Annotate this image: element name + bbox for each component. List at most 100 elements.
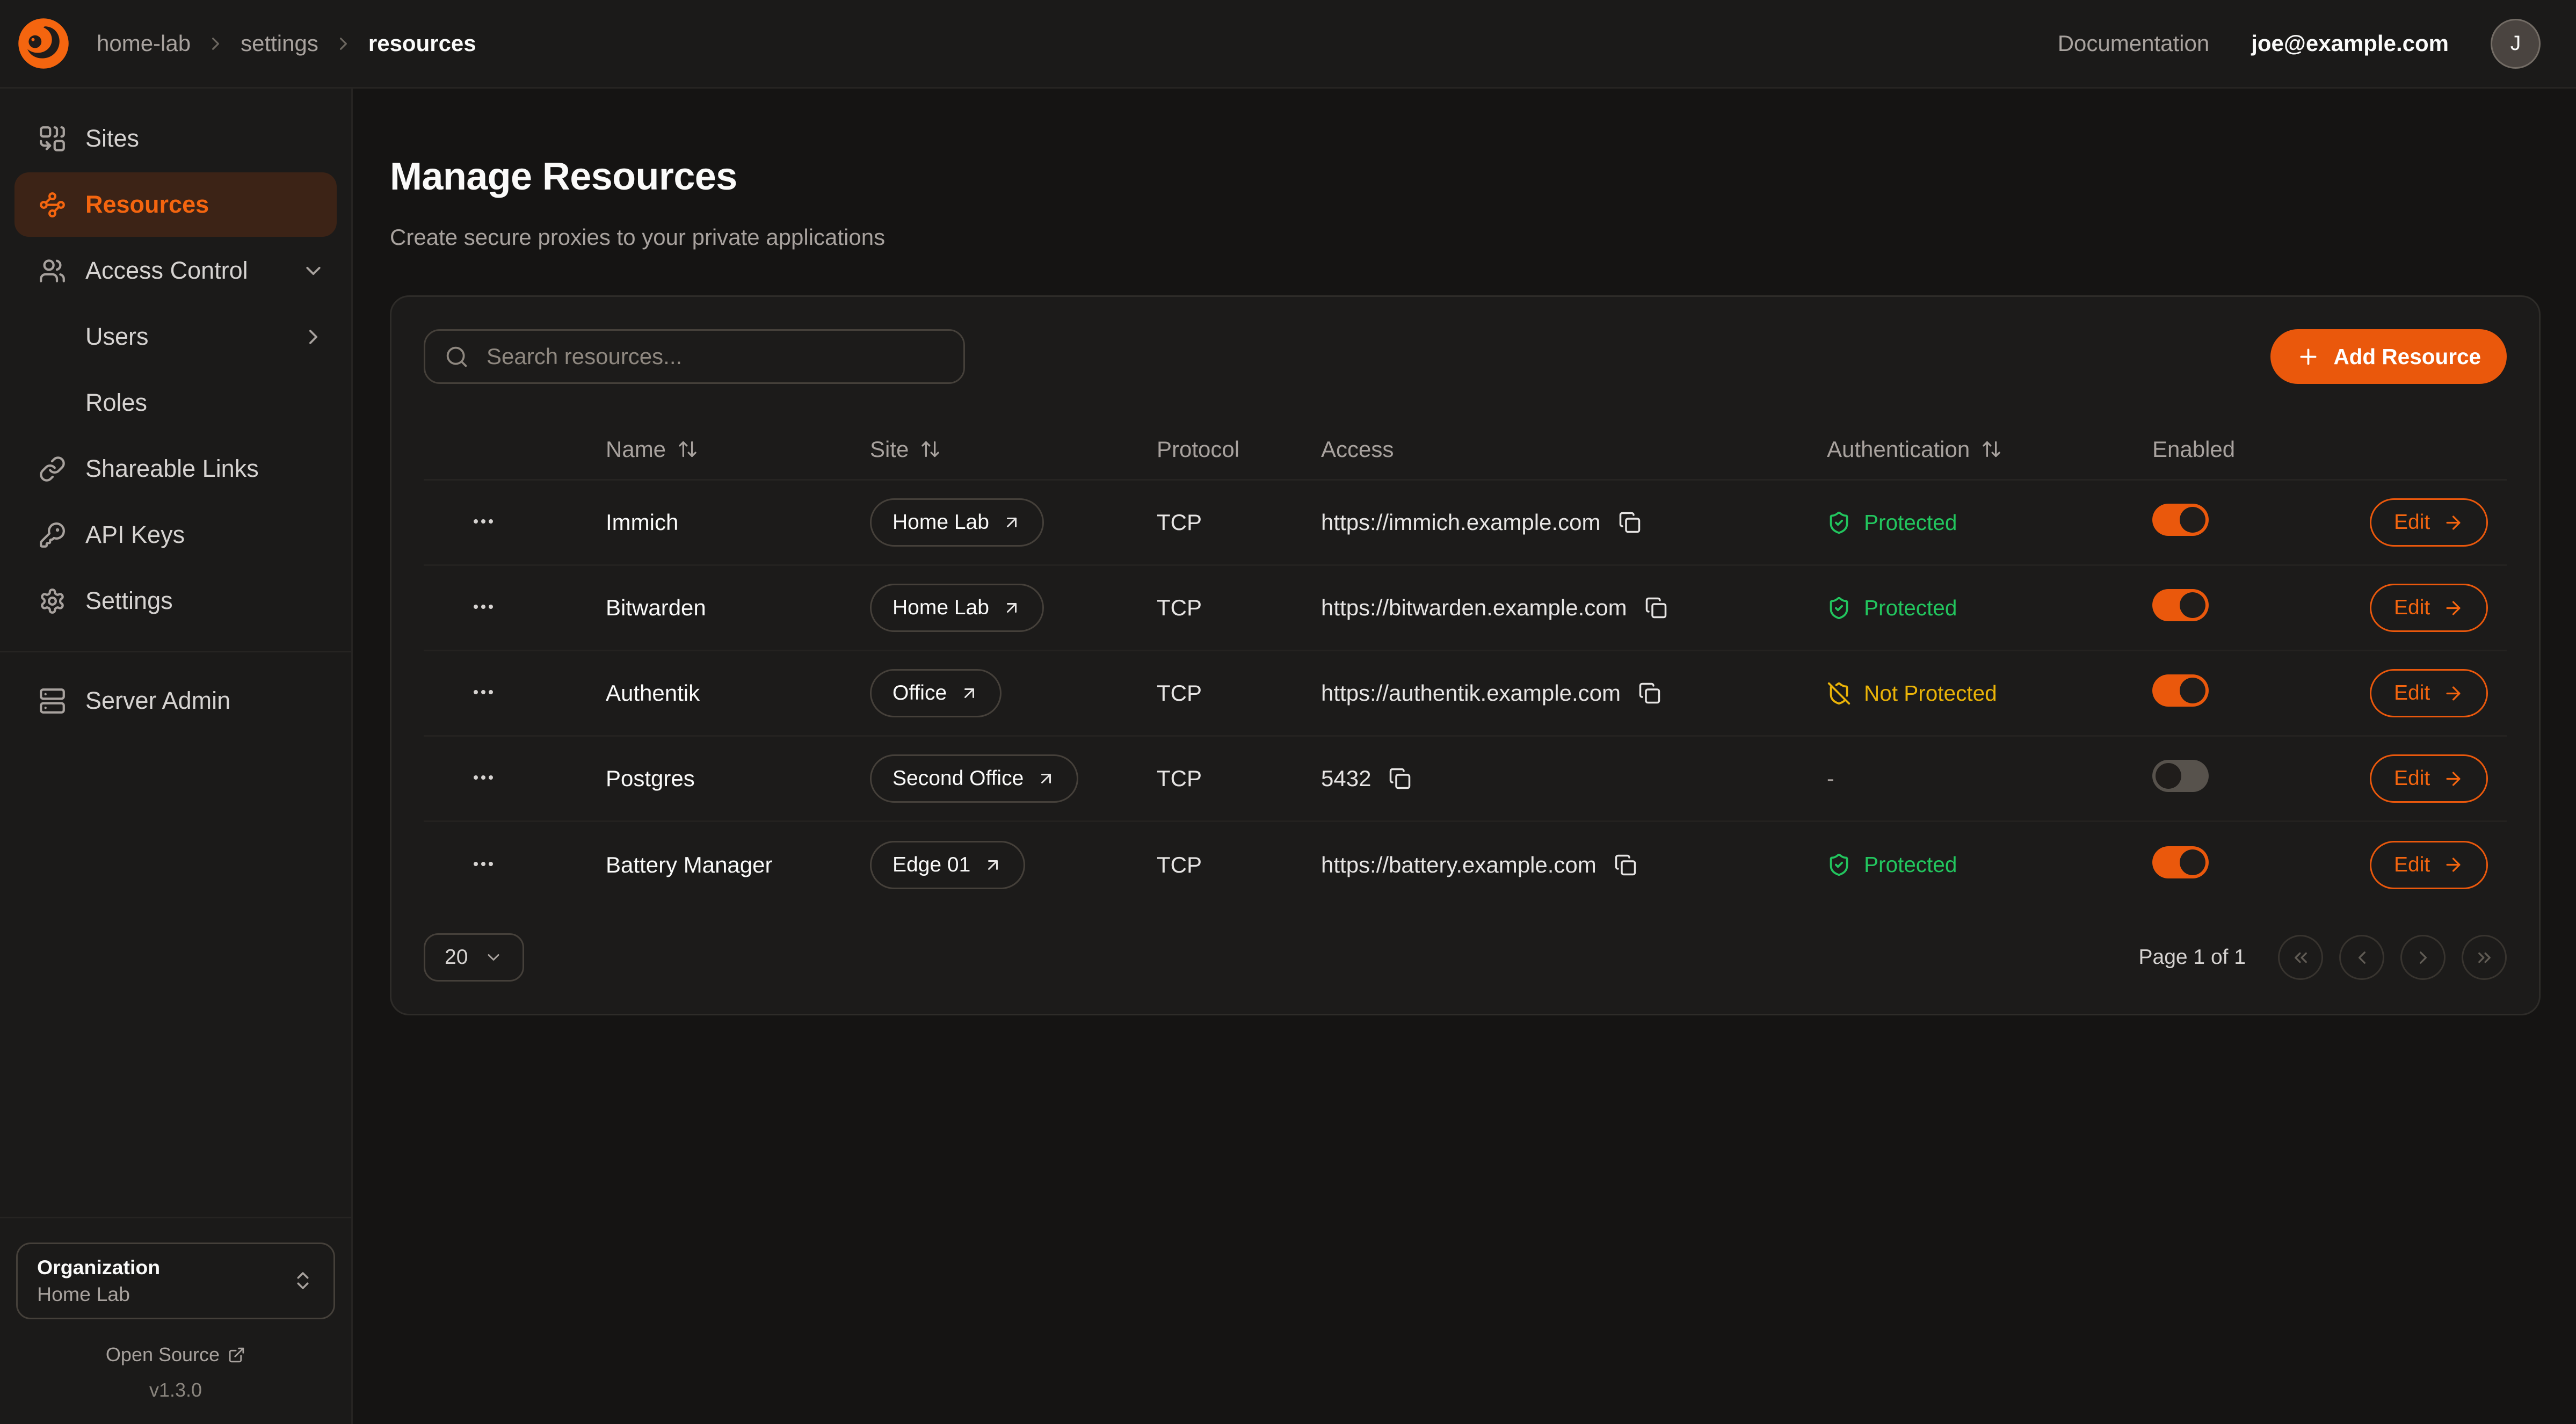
- enabled-toggle[interactable]: [2152, 504, 2209, 536]
- enabled-toggle[interactable]: [2152, 846, 2209, 878]
- site-link[interactable]: Home Lab: [870, 584, 1044, 633]
- ellipsis-icon: [474, 690, 493, 695]
- sidebar-item-label: Shareable Links: [85, 455, 259, 482]
- column-label: Access: [1321, 436, 1394, 462]
- link-icon: [40, 456, 65, 482]
- shield-check-icon: [1830, 597, 1848, 620]
- edit-button[interactable]: Edit: [2370, 754, 2488, 803]
- table-row: Immich Home Lab TCP https://immich.examp…: [424, 481, 2507, 566]
- sidebar-item-shareable-links[interactable]: Shareable Links: [0, 437, 351, 501]
- search-box: [424, 329, 965, 384]
- edit-button[interactable]: Edit: [2370, 584, 2488, 633]
- sidebar-item-settings[interactable]: Settings: [0, 569, 351, 633]
- avatar[interactable]: J: [2491, 18, 2541, 69]
- chevron-right-icon: [339, 37, 347, 50]
- table-row: Postgres Second Office TCP 5432 - Edit: [424, 737, 2507, 823]
- shield-check-icon: [1830, 854, 1848, 876]
- row-menu-button[interactable]: [467, 591, 499, 623]
- protocol-value: TCP: [1157, 680, 1202, 706]
- access-value: https://authentik.example.com: [1321, 680, 1621, 706]
- site-link[interactable]: Edge 01: [870, 840, 1026, 889]
- breadcrumb-current: resources: [368, 31, 476, 56]
- copy-button[interactable]: [1645, 597, 1667, 619]
- column-header-site[interactable]: Site: [870, 437, 1157, 462]
- open-source-link[interactable]: Open Source: [16, 1343, 335, 1366]
- breadcrumb-settings[interactable]: settings: [241, 31, 318, 56]
- row-menu-button[interactable]: [467, 761, 499, 794]
- enabled-toggle[interactable]: [2152, 674, 2209, 707]
- column-label: Authentication: [1827, 436, 1970, 462]
- protocol-value: TCP: [1157, 595, 1202, 621]
- sidebar-item-users[interactable]: Users: [0, 304, 351, 369]
- shield-check-icon: [1830, 511, 1848, 534]
- row-menu-button[interactable]: [467, 848, 499, 880]
- sidebar-item-label: Settings: [85, 587, 173, 614]
- chevron-right-icon: [309, 329, 317, 344]
- sidebar-item-label: Resources: [85, 191, 209, 218]
- copy-button[interactable]: [1614, 854, 1637, 876]
- edit-button[interactable]: Edit: [2370, 840, 2488, 889]
- site-name: Edge 01: [892, 853, 971, 876]
- sort-icon: [1983, 441, 2000, 457]
- last-page-button[interactable]: [2462, 935, 2507, 980]
- org-selector-value: Home Lab: [37, 1283, 130, 1306]
- next-page-button[interactable]: [2400, 935, 2446, 980]
- sidebar-item-roles[interactable]: Roles: [0, 370, 351, 435]
- sidebar-item-api-keys[interactable]: API Keys: [0, 503, 351, 567]
- previous-page-button[interactable]: [2339, 935, 2384, 980]
- shield-off-icon: [1827, 682, 1851, 705]
- documentation-link[interactable]: Documentation: [2057, 31, 2210, 56]
- sidebar-item-sites[interactable]: Sites: [0, 106, 351, 171]
- protocol-value: TCP: [1157, 766, 1202, 791]
- ellipsis-icon: [474, 605, 493, 609]
- open-source-label: Open Source: [105, 1343, 220, 1365]
- copy-button[interactable]: [1638, 682, 1661, 704]
- plus-icon: [2300, 348, 2317, 365]
- chevron-right-icon: [212, 37, 220, 50]
- site-link[interactable]: Second Office: [870, 754, 1079, 803]
- page-size-select[interactable]: 20: [424, 933, 525, 982]
- sidebar-item-resources[interactable]: Resources: [14, 172, 337, 237]
- resources-card: Add Resource Name Site Protocol Acc: [390, 295, 2541, 1016]
- arrow-right-icon: [2446, 601, 2461, 615]
- copy-button[interactable]: [1619, 511, 1641, 534]
- app-logo[interactable]: [16, 16, 71, 71]
- column-header-authentication[interactable]: Authentication: [1827, 437, 2152, 462]
- enabled-toggle[interactable]: [2152, 760, 2209, 793]
- arrow-right-icon: [2446, 515, 2461, 530]
- resource-name: Authentik: [606, 680, 700, 706]
- column-header-name[interactable]: Name: [606, 437, 870, 462]
- external-link-icon: [229, 1347, 244, 1362]
- column-label: Name: [606, 436, 666, 462]
- enabled-toggle[interactable]: [2152, 589, 2209, 622]
- auth-status: Protected: [1827, 852, 2152, 877]
- auth-status: Not Protected: [1827, 681, 2152, 706]
- edit-label: Edit: [2394, 511, 2430, 534]
- edit-label: Edit: [2394, 853, 2430, 876]
- sidebar-item-label: Sites: [85, 125, 140, 152]
- site-link[interactable]: Office: [870, 669, 1002, 718]
- sidebar-item-access-control[interactable]: Access Control: [0, 238, 351, 303]
- access-value: 5432: [1321, 766, 1372, 791]
- arrow-right-icon: [2446, 858, 2461, 872]
- sidebar-bottom: Organization Home Lab Open Source v1.3.0: [0, 1216, 351, 1424]
- arrow-right-icon: [2446, 686, 2461, 701]
- add-resource-button[interactable]: Add Resource: [2270, 329, 2507, 384]
- edit-button[interactable]: Edit: [2370, 498, 2488, 547]
- chevrons-up-down-icon: [297, 1272, 309, 1290]
- topbar-right: Documentation joe@example.com J: [2057, 18, 2541, 69]
- search-input[interactable]: [483, 342, 944, 372]
- sidebar-item-server-admin[interactable]: Server Admin: [0, 669, 351, 733]
- auth-status: Protected: [1827, 510, 2152, 535]
- row-menu-button[interactable]: [467, 676, 499, 708]
- copy-button[interactable]: [1389, 767, 1411, 790]
- first-page-button[interactable]: [2278, 935, 2323, 980]
- row-menu-button[interactable]: [467, 505, 499, 537]
- edit-label: Edit: [2394, 681, 2430, 705]
- sort-icon: [679, 441, 696, 457]
- edit-button[interactable]: Edit: [2370, 669, 2488, 718]
- breadcrumb-org[interactable]: home-lab: [97, 31, 191, 56]
- sidebar-item-label: Access Control: [85, 257, 248, 284]
- site-link[interactable]: Home Lab: [870, 498, 1044, 547]
- org-selector[interactable]: Organization Home Lab: [16, 1242, 335, 1319]
